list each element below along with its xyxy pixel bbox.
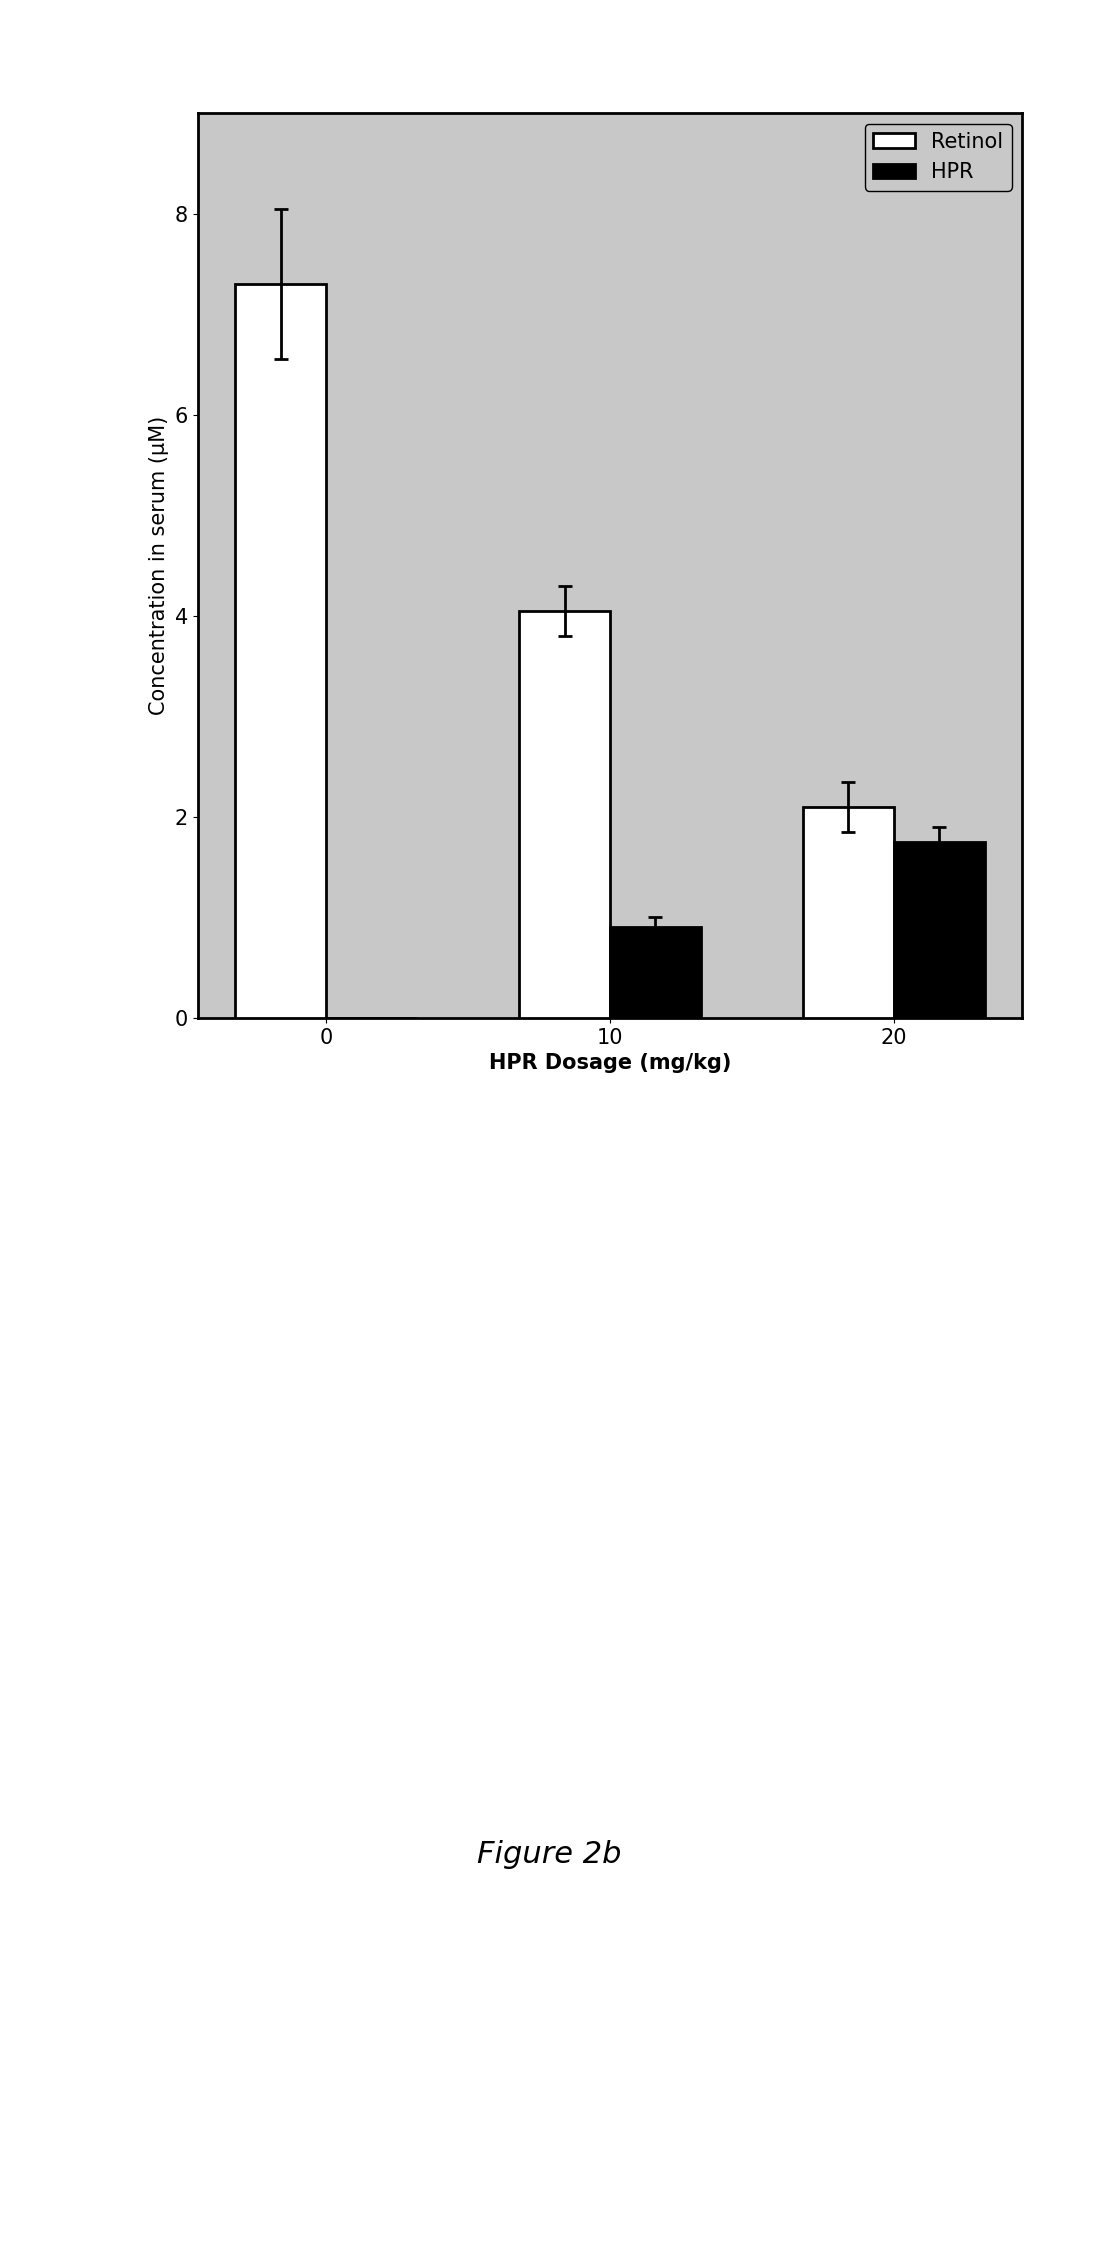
Y-axis label: Concentration in serum (μM): Concentration in serum (μM) (149, 416, 169, 715)
Bar (803, 808, 893, 1018)
X-axis label: HPR Dosage (mg/kg): HPR Dosage (mg/kg) (489, 1054, 731, 1072)
Bar (610, 927, 701, 1018)
Bar (235, 285, 326, 1018)
Bar (519, 611, 610, 1018)
Legend: Retinol, HPR: Retinol, HPR (865, 124, 1012, 190)
Text: Figure 2b: Figure 2b (477, 1841, 622, 1868)
Bar (893, 841, 985, 1018)
